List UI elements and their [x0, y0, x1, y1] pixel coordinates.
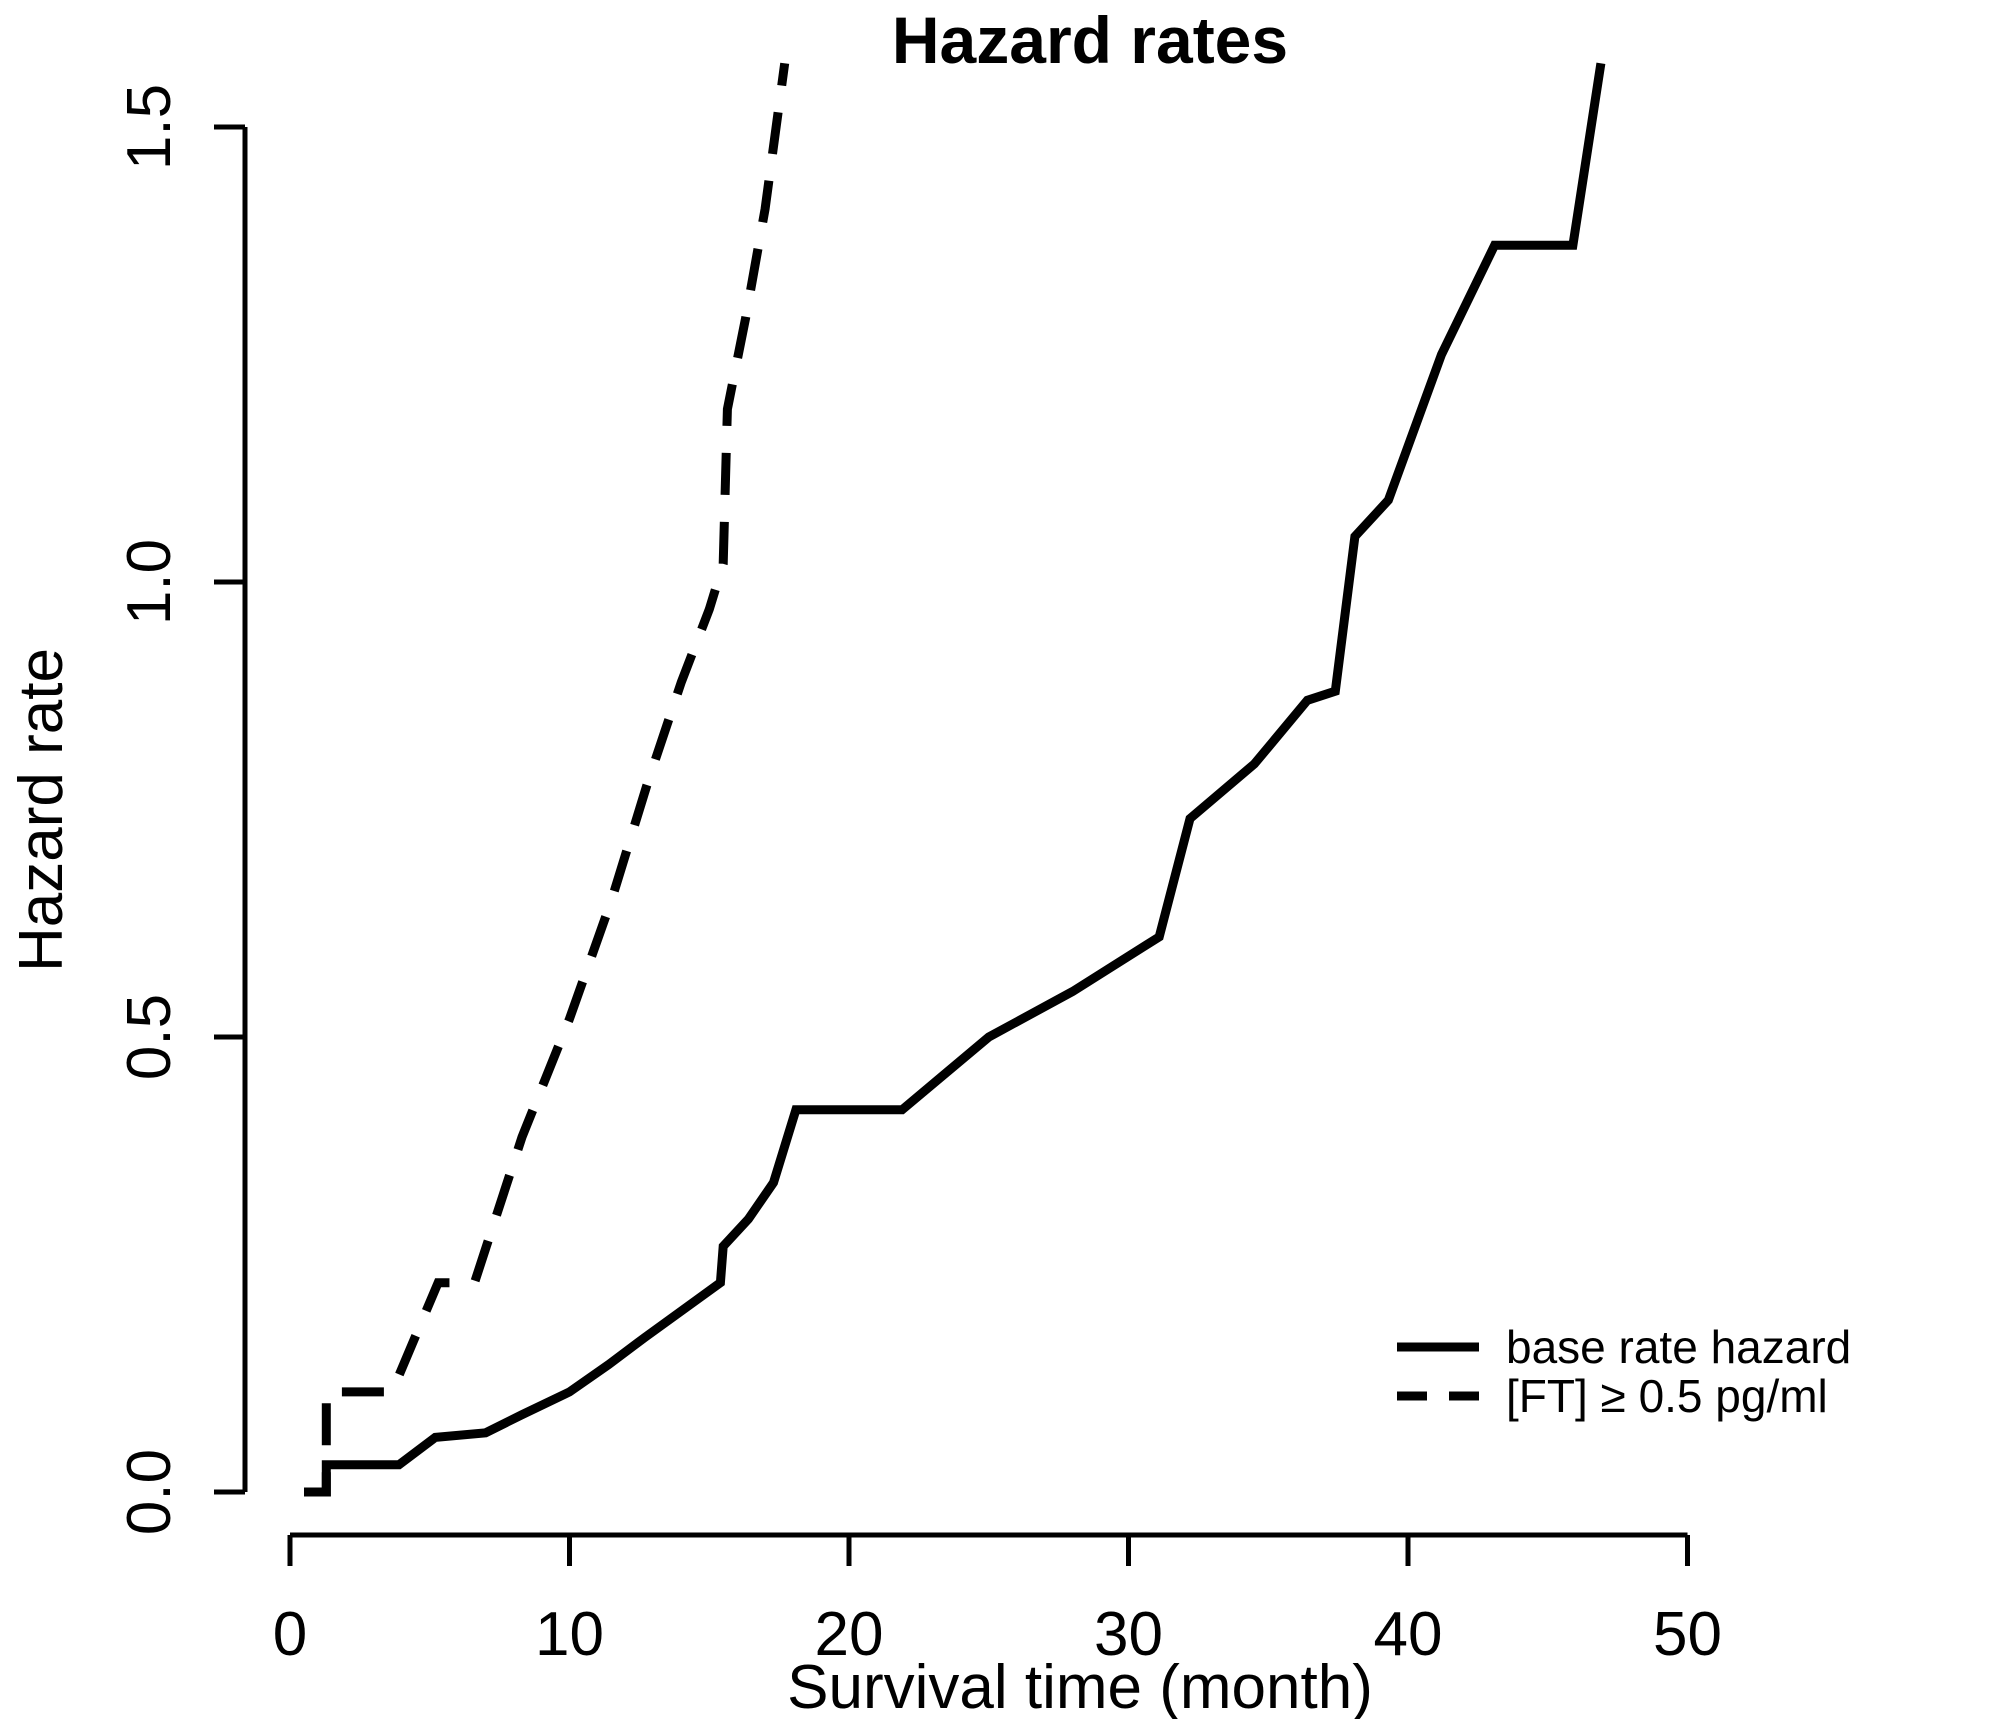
chart-title: Hazard rates	[891, 3, 1289, 77]
x-tick-label: 20	[815, 1600, 884, 1669]
series-base-rate-hazard	[304, 62, 1606, 1497]
series-ft-threshold	[304, 62, 790, 1497]
x-tick-label: 0	[273, 1600, 307, 1669]
x-tick-label: 30	[1094, 1600, 1163, 1669]
legend-label: [FT] ≥ 0.5 pg/ml	[1506, 1370, 1828, 1422]
y-tick-label: 1.0	[115, 539, 184, 625]
x-axis-title: Survival time (month)	[787, 1653, 1373, 1719]
y-tick-label: 0.5	[115, 994, 184, 1080]
x-tick-label: 10	[535, 1600, 604, 1669]
y-tick-label: 0.0	[115, 1449, 184, 1535]
x-tick-label: 40	[1374, 1600, 1443, 1669]
y-tick-label: 1.5	[115, 84, 184, 170]
legend-label: base rate hazard	[1506, 1321, 1851, 1373]
x-tick-label: 50	[1653, 1600, 1722, 1669]
y-axis-title: Hazard rate	[7, 648, 76, 972]
